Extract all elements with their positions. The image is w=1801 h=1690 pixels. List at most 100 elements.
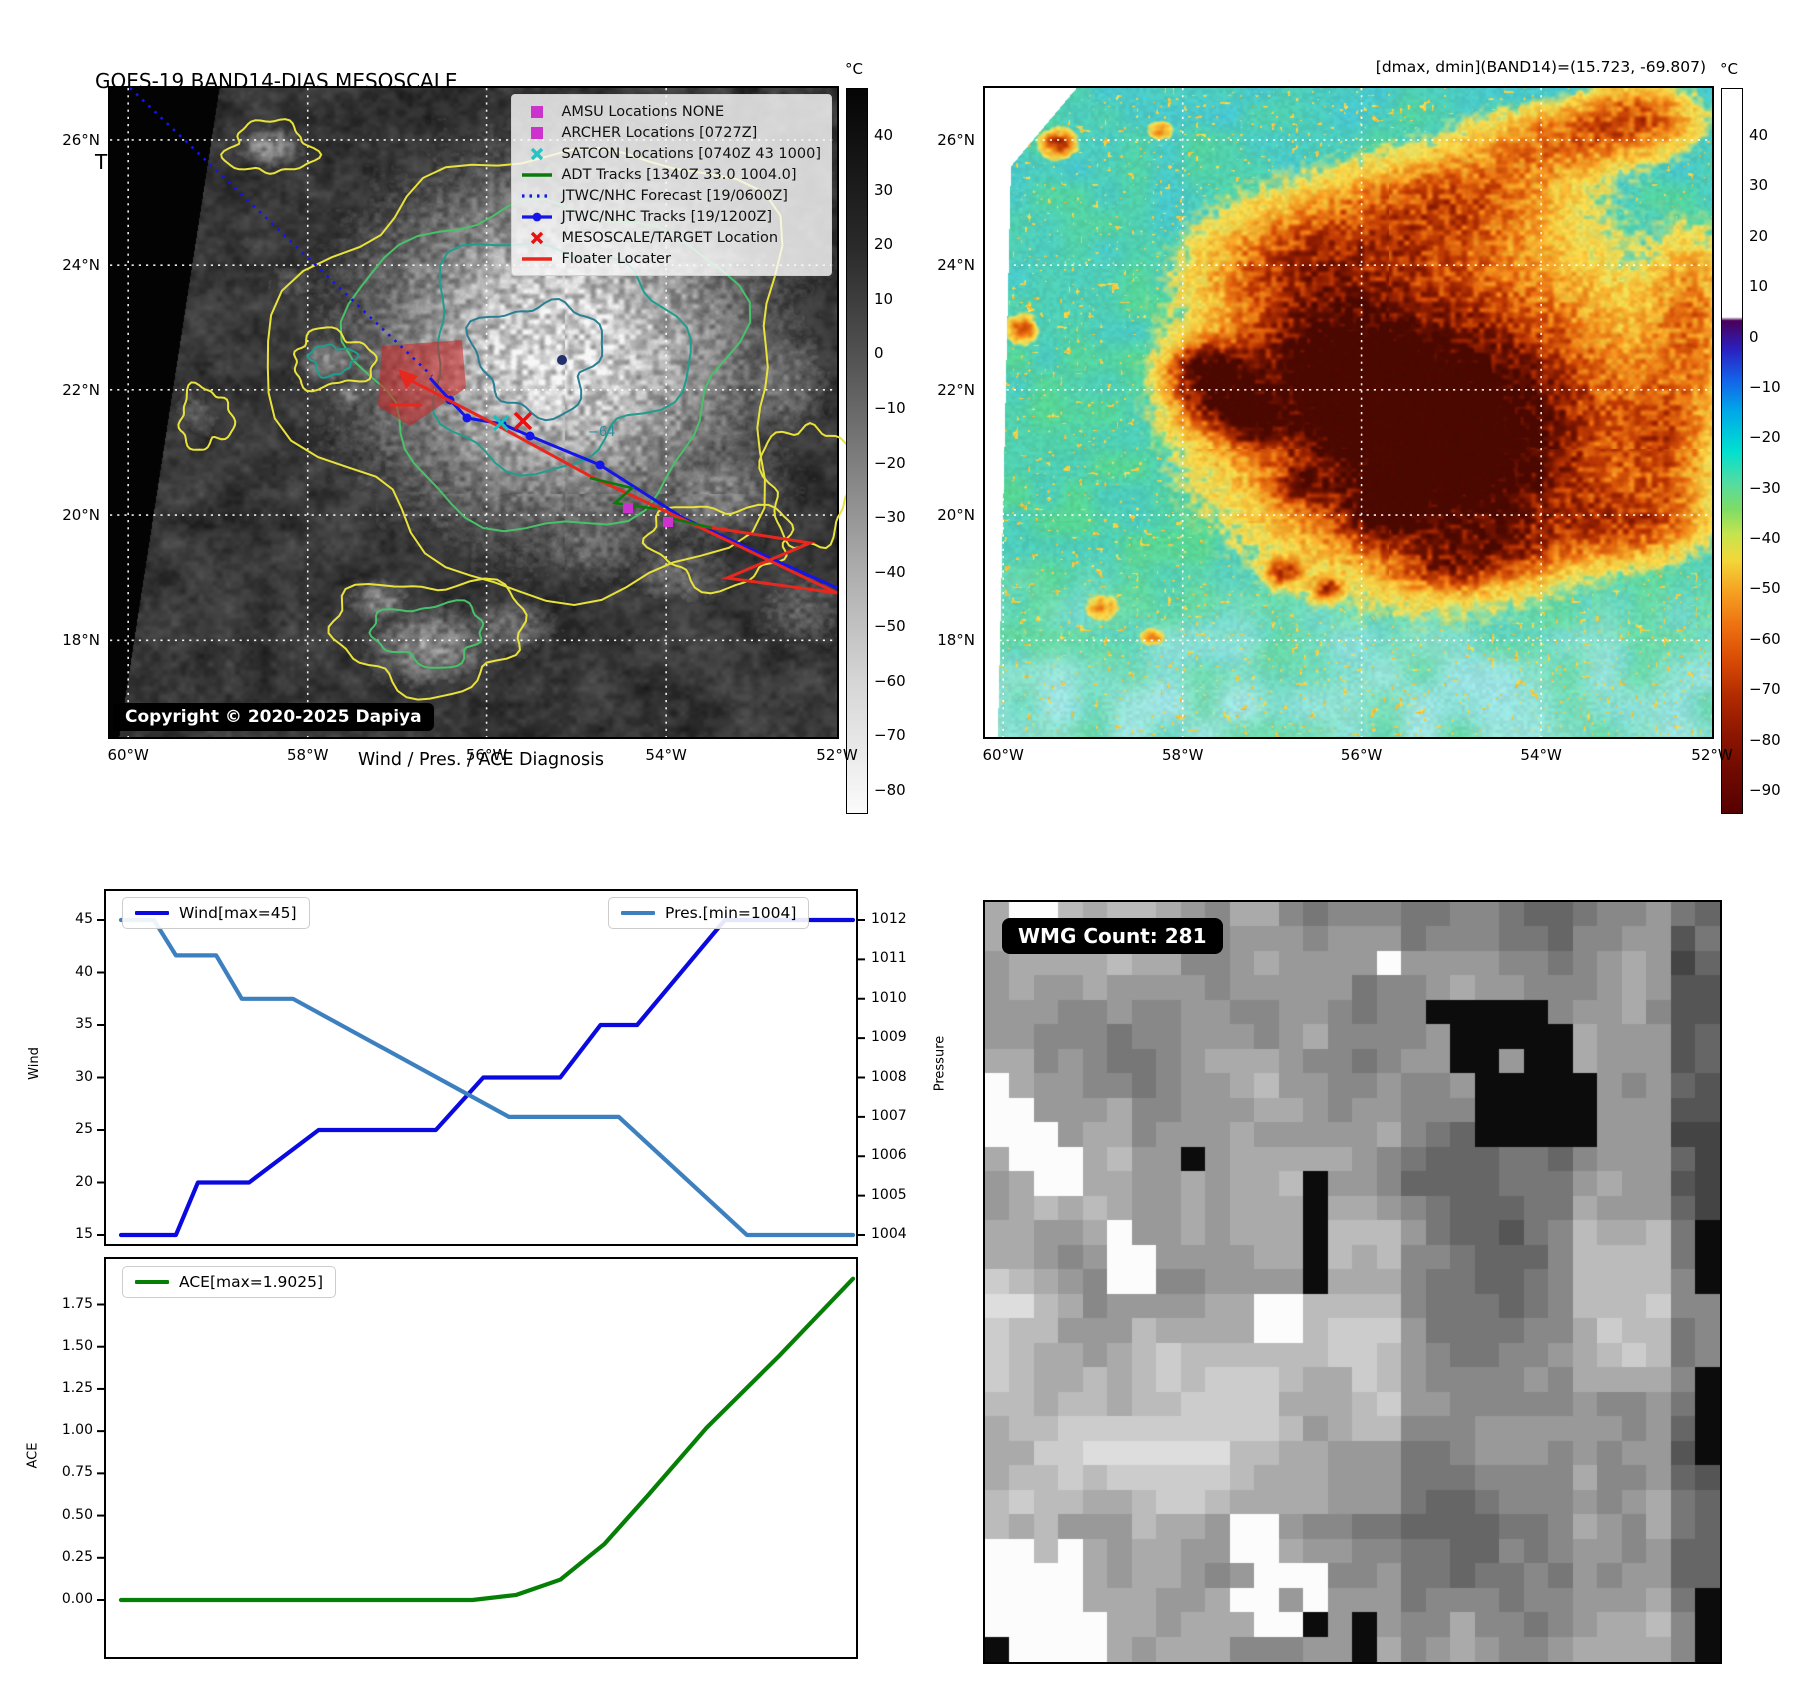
legend-row-label: ARCHER Locations [0727Z] bbox=[561, 124, 758, 141]
colorbar-tick-label: −60 bbox=[874, 671, 906, 690]
colorbar-tick-label: −20 bbox=[874, 453, 906, 472]
pressure-tick-label: 1012 bbox=[871, 911, 907, 927]
colorbar-tick-label: −20 bbox=[1749, 428, 1781, 447]
x-tick-label: 56°W bbox=[465, 746, 508, 764]
colorbar-tick-label: 30 bbox=[874, 180, 894, 199]
line-legend-icon bbox=[520, 251, 554, 267]
panel-goes19-map: −64 AMSU Locations NONE ARCHER Locations … bbox=[108, 86, 867, 739]
wind-tick-label: 20 bbox=[75, 1173, 93, 1190]
pressure-tick-label: 1006 bbox=[871, 1147, 907, 1164]
ace-tick-label: 1.00 bbox=[61, 1422, 93, 1439]
map-legend: AMSU Locations NONE ARCHER Locations [072… bbox=[510, 94, 832, 276]
colorbar-tick-label: 10 bbox=[874, 289, 894, 308]
wmg-canvas bbox=[985, 902, 1720, 1662]
y-tick-label: 26°N bbox=[62, 130, 100, 149]
wind-tick-label: 30 bbox=[75, 1068, 93, 1085]
y-tick-label: 22°N bbox=[62, 380, 100, 399]
adt-track-line bbox=[589, 476, 713, 530]
wind-tick-label: 35 bbox=[75, 1016, 93, 1032]
ace-tick-label: 0.75 bbox=[61, 1464, 93, 1481]
ace-tick-label: 0.00 bbox=[61, 1591, 93, 1607]
colorbar-awv bbox=[1721, 88, 1743, 814]
legend-row-label: JTWC/NHC Tracks [19/1200Z] bbox=[561, 208, 773, 225]
wind-legend-label: Wind[max=45] bbox=[179, 904, 297, 922]
x-tick-label: 60°W bbox=[107, 746, 149, 764]
colorbar-tick-label: 40 bbox=[1749, 126, 1769, 144]
archer-location-marker bbox=[663, 517, 673, 527]
y-tick-label: 18°N bbox=[937, 631, 975, 650]
goes19-title: GOES-19 BAND14-DIAS MESOSCALE bbox=[95, 69, 458, 93]
legend-ace: ACE[max=1.9025] bbox=[122, 1266, 337, 1298]
legend-row: JTWC/NHC Forecast [19/0600Z] bbox=[520, 185, 821, 206]
contour-value-label: −64 bbox=[588, 425, 615, 440]
ace-legend-swatch bbox=[135, 1279, 169, 1285]
x-tick-label: 52°W bbox=[1691, 746, 1733, 764]
colorbar-tick-label: 30 bbox=[1749, 176, 1769, 195]
x-tick-label: 60°W bbox=[982, 746, 1024, 764]
wind-tick-label: 45 bbox=[75, 911, 93, 927]
legend-row: MESOSCALE/TARGET Location bbox=[520, 227, 821, 248]
colorbar-tick-label: −60 bbox=[1749, 629, 1781, 648]
ace-tick-label: 1.50 bbox=[61, 1337, 93, 1354]
colorbar-tick-label: 0 bbox=[1749, 327, 1759, 346]
colorbar-band14-unit: °C bbox=[845, 60, 863, 78]
satcon-location-marker bbox=[492, 414, 510, 432]
colorbar-tick-label: −70 bbox=[1749, 680, 1781, 699]
legend-row-label: AMSU Locations NONE bbox=[561, 103, 725, 120]
linedot-legend-icon bbox=[520, 209, 554, 225]
xmark-legend-icon bbox=[520, 230, 554, 246]
mesoscale-target-region bbox=[378, 340, 466, 426]
colorbar-tick-label: 20 bbox=[1749, 226, 1769, 245]
y-tick-label: 20°N bbox=[937, 506, 975, 525]
colorbar-tick-label: −80 bbox=[874, 781, 906, 799]
mesoscale-target-marker bbox=[513, 411, 533, 431]
colorbar-tick-label: 20 bbox=[874, 235, 894, 254]
ace-tick-label: 1.25 bbox=[61, 1379, 93, 1396]
x-tick-label: 54°W bbox=[1520, 746, 1562, 764]
legend-row-label: JTWC/NHC Forecast [19/0600Z] bbox=[561, 187, 788, 204]
colorbar-tick-label: −30 bbox=[874, 508, 906, 527]
x-tick-label: 52°W bbox=[816, 746, 858, 764]
colorbar-tick-label: −80 bbox=[1749, 730, 1781, 749]
awv-satellite-canvas bbox=[985, 88, 1712, 737]
colorbar-tick-label: −50 bbox=[874, 617, 906, 636]
archer-location-marker bbox=[623, 503, 633, 513]
legend-row-label: MESOSCALE/TARGET Location bbox=[561, 229, 779, 246]
colorbar-band14 bbox=[846, 88, 868, 814]
colorbar-tick-label: −40 bbox=[874, 562, 906, 581]
pressure-tick-label: 1008 bbox=[871, 1068, 907, 1085]
diagnosis-charts bbox=[97, 889, 865, 1659]
wind-legend-swatch bbox=[135, 910, 169, 916]
wind-tick-label: 25 bbox=[75, 1121, 93, 1137]
colorbar-tick-label: −10 bbox=[1749, 377, 1781, 396]
x-tick-label: 56°W bbox=[1340, 746, 1383, 764]
jtwc-forecast-line bbox=[129, 87, 433, 377]
colorbar-tick-label: −10 bbox=[874, 398, 906, 417]
line-legend-icon bbox=[520, 167, 554, 183]
awv-map-overlay bbox=[985, 88, 1712, 737]
legend-pressure: Pres.[min=1004] bbox=[608, 897, 810, 929]
ace-tick-label: 0.50 bbox=[61, 1506, 93, 1523]
diagnosis-chart-title: Wind / Pres. / ACE Diagnosis bbox=[357, 750, 605, 770]
pressure-tick-label: 1011 bbox=[871, 950, 907, 967]
ace-legend-label: ACE[max=1.9025] bbox=[179, 1273, 324, 1291]
axis-ticks bbox=[97, 919, 865, 1601]
colorbar-tick-label: 40 bbox=[874, 126, 894, 144]
colorbar-tick-label: −90 bbox=[1749, 781, 1781, 799]
wind-tick-label: 15 bbox=[75, 1226, 93, 1242]
copyright-badge: Copyright © 2020-2025 Dapiya bbox=[113, 703, 434, 731]
wmg-count-badge: WMG Count: 281 bbox=[1002, 918, 1223, 954]
y-tick-label: 22°N bbox=[937, 380, 975, 399]
pressure-line bbox=[118, 917, 856, 1238]
ace-line bbox=[118, 1276, 856, 1603]
ace-tick-label: 0.25 bbox=[61, 1548, 93, 1565]
wind-pressure-plot-frame bbox=[104, 889, 858, 1246]
colorbar-tick-label: 10 bbox=[1749, 277, 1769, 296]
axis-label-pressure: Pressure bbox=[932, 1035, 948, 1092]
ace-tick-label: 1.75 bbox=[61, 1295, 93, 1312]
dotted-legend-icon bbox=[520, 188, 554, 204]
panel-awv-map bbox=[983, 86, 1714, 739]
pressure-tick-label: 1007 bbox=[871, 1107, 907, 1124]
wind-line bbox=[118, 917, 856, 1238]
